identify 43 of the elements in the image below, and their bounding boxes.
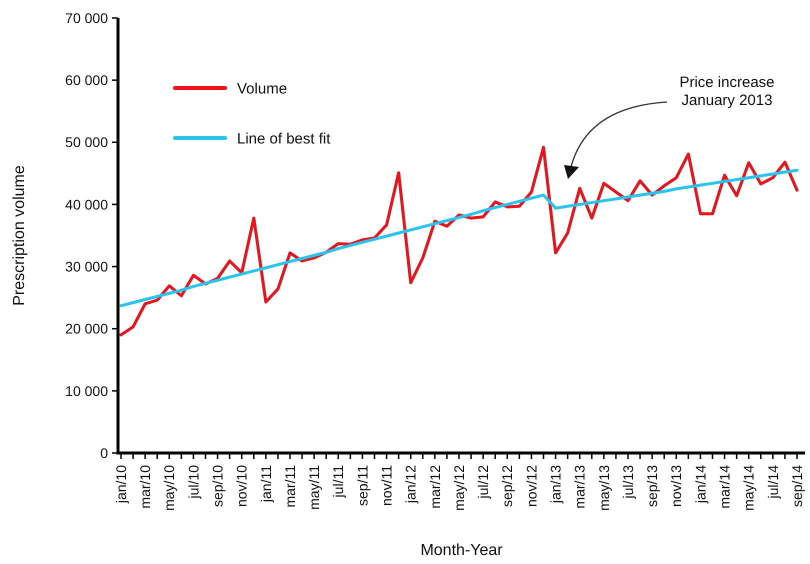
x-tick-label: sep/14 bbox=[788, 464, 805, 508]
x-tick-label: may/14 bbox=[740, 464, 757, 511]
y-tick-label: 70 000 bbox=[65, 10, 108, 26]
x-tick-label: nov/11 bbox=[378, 464, 394, 506]
x-tick-label: jul/11 bbox=[330, 464, 346, 498]
x-tick-label: jan/10 bbox=[112, 464, 129, 504]
x-tick-label: sep/13 bbox=[644, 464, 660, 508]
y-tick-label: 20 000 bbox=[65, 320, 108, 337]
x-tick-label: jan/11 bbox=[258, 464, 274, 504]
x-tick-label: jan/12 bbox=[402, 464, 419, 504]
x-tick-label: may/13 bbox=[596, 464, 612, 511]
x-tick-label: jan/13 bbox=[547, 464, 564, 504]
x-tick-label: mar/14 bbox=[716, 464, 732, 509]
x-tick-label: jul/14 bbox=[764, 464, 781, 500]
line-series bbox=[120, 168, 798, 308]
x-tick-label: sep/11 bbox=[354, 464, 370, 506]
x-tick-label: may/12 bbox=[450, 464, 467, 511]
y-tick-label: 40 000 bbox=[65, 196, 108, 212]
y-tick-label: 10 000 bbox=[65, 382, 108, 399]
x-tick-label: sep/12 bbox=[499, 464, 516, 508]
x-tick-label: jul/13 bbox=[620, 464, 636, 500]
x-tick-label: mar/12 bbox=[426, 464, 443, 509]
x-tick-label: jul/12 bbox=[475, 464, 492, 500]
x-axis-title: Month-Year bbox=[420, 542, 504, 559]
y-tick-label: 60 000 bbox=[65, 72, 108, 88]
legend-label: Line of best fit bbox=[237, 130, 332, 148]
x-tick-label: may/10 bbox=[161, 464, 178, 511]
y-tick-label: 0 bbox=[100, 444, 108, 461]
x-tick-label: mar/13 bbox=[572, 464, 588, 509]
x-tick-label: mar/11 bbox=[282, 464, 298, 508]
annotation: Price increase January 2013 bbox=[679, 74, 775, 109]
x-tick-label: sep/10 bbox=[209, 464, 226, 508]
x-tick-label: nov/13 bbox=[668, 464, 684, 508]
x-tick-label: jan/14 bbox=[692, 464, 708, 504]
x-tick-label: nov/12 bbox=[523, 464, 540, 508]
y-tick-label: 50 000 bbox=[65, 134, 108, 150]
x-tick-label: mar/10 bbox=[137, 464, 154, 509]
x-tick-label: may/11 bbox=[306, 464, 322, 510]
x-tick-label: jul/10 bbox=[185, 464, 202, 500]
y-axis-title: Prescription volume bbox=[11, 165, 28, 306]
x-tick-label: nov/10 bbox=[234, 464, 250, 508]
legend-label: Volume bbox=[237, 80, 288, 98]
y-tick-label: 30 000 bbox=[65, 258, 108, 274]
